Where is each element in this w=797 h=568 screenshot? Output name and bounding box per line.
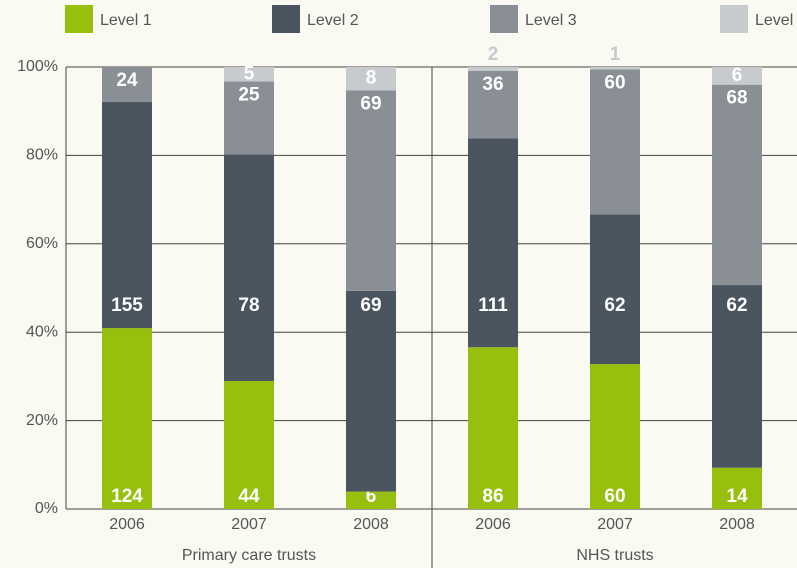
bar-segment	[468, 67, 518, 71]
bar-segment	[590, 214, 640, 365]
data-label: 155	[111, 295, 143, 316]
data-label: 124	[111, 486, 143, 507]
data-label: 78	[238, 295, 259, 316]
data-label: 36	[482, 74, 503, 95]
bar-segment	[468, 347, 518, 509]
bar-segment	[346, 491, 396, 509]
legend-label: Level 3	[525, 12, 577, 29]
bar-segment	[102, 102, 152, 329]
legend-label: Level 1	[100, 12, 152, 29]
bar-segment	[102, 328, 152, 509]
data-label: 25	[238, 85, 260, 106]
data-label: 6	[366, 486, 377, 507]
bar-segment	[590, 364, 640, 509]
bar-segment	[712, 84, 762, 286]
x-tick-label: 2008	[353, 516, 389, 533]
bar-segment	[468, 138, 518, 348]
data-label: 14	[726, 486, 748, 507]
bar-segment	[590, 67, 640, 70]
bar-segment	[102, 67, 152, 103]
group-label: Primary care trusts	[182, 547, 316, 564]
group-label: NHS trusts	[576, 547, 653, 564]
x-tick-label: 2006	[109, 516, 145, 533]
data-label: 44	[238, 486, 260, 507]
data-label: 8	[366, 68, 377, 89]
legend-swatch	[720, 5, 748, 33]
bar-segment	[346, 290, 396, 492]
bar-segment	[712, 67, 762, 85]
y-tick-label: 20%	[26, 412, 58, 429]
bar-segment	[224, 67, 274, 82]
y-tick-label: 40%	[26, 323, 58, 340]
y-tick-label: 60%	[26, 235, 58, 252]
data-label: 86	[482, 486, 503, 507]
y-tick-label: 100%	[17, 58, 58, 75]
data-label: 6	[732, 65, 743, 86]
x-tick-label: 2006	[475, 516, 511, 533]
data-label: 2	[488, 44, 499, 65]
y-tick-label: 0%	[35, 500, 58, 517]
bar-segment	[468, 70, 518, 139]
legend-swatch	[65, 5, 93, 33]
legend-swatch	[272, 5, 300, 33]
x-tick-label: 2007	[231, 516, 267, 533]
y-tick-label: 80%	[26, 147, 58, 164]
bar-segment	[590, 69, 640, 215]
bar-segment	[224, 381, 274, 509]
data-label: 5	[244, 63, 255, 84]
data-label: 69	[360, 93, 381, 114]
bar-segment	[346, 67, 396, 91]
legend-label: Level 4	[755, 12, 797, 29]
data-label: 24	[116, 70, 138, 91]
data-label: 111	[478, 295, 508, 316]
bar-segment	[712, 285, 762, 468]
bar-segment	[224, 154, 274, 382]
bar-segment	[224, 81, 274, 155]
bar-segment	[346, 90, 396, 291]
data-label: 62	[604, 295, 625, 316]
legend-label: Level 2	[307, 12, 359, 29]
legend-swatch	[490, 5, 518, 33]
data-label: 60	[604, 72, 625, 93]
x-tick-label: 2007	[597, 516, 633, 533]
data-label: 60	[604, 486, 625, 507]
data-label: 68	[726, 88, 747, 109]
data-label: 1	[610, 44, 621, 65]
data-label: 69	[360, 295, 381, 316]
bar-segment	[712, 467, 762, 509]
data-label: 62	[726, 295, 747, 316]
x-tick-label: 2008	[719, 516, 755, 533]
